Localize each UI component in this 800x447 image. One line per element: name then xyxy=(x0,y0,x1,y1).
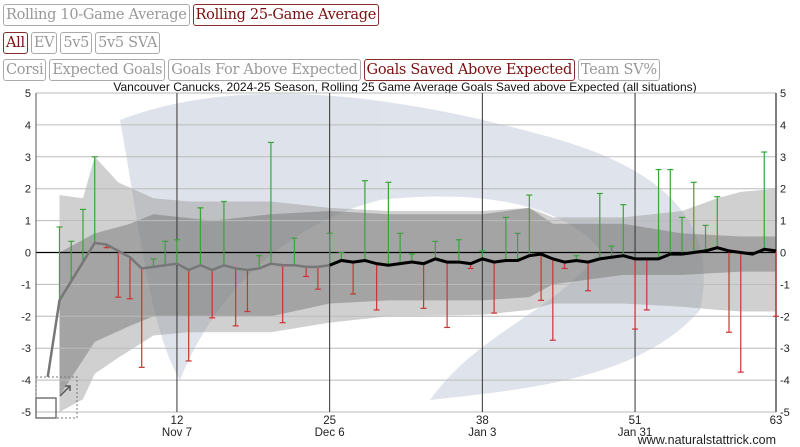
y-tick-right: 2 xyxy=(780,184,786,196)
y-tick-left: 0 xyxy=(25,248,31,260)
x-tick-date: Jan 31 xyxy=(618,427,653,439)
y-tick-right: -4 xyxy=(780,375,790,387)
x-tick-date: Dec 6 xyxy=(315,427,345,439)
rolling-avg-partial-line xyxy=(46,241,330,378)
rolling-25-button[interactable]: Rolling 25-Game Average xyxy=(192,4,380,26)
chart-title: Vancouver Canucks, 2024-25 Season, Rolli… xyxy=(113,80,696,94)
y-tick-right: 4 xyxy=(780,120,786,132)
rolling-10-button[interactable]: Rolling 10-Game Average xyxy=(3,4,190,26)
x-tick-game: 38 xyxy=(476,415,489,427)
x-tick-game: 12 xyxy=(171,415,184,427)
situation-all-button[interactable]: All xyxy=(3,32,28,54)
metric-xg-button[interactable]: Expected Goals xyxy=(49,59,166,81)
metric-team-sv-button[interactable]: Team SV% xyxy=(577,59,660,81)
x-tick-game: 63 xyxy=(770,415,783,427)
footer-credit: www.naturalstattrick.com xyxy=(637,433,776,447)
y-tick-left: -4 xyxy=(21,375,31,387)
situation-5v5-button[interactable]: 5v5 xyxy=(60,32,93,54)
metric-corsi-button[interactable]: Corsi xyxy=(3,59,47,81)
y-tick-left: -5 xyxy=(21,407,31,419)
situation-ev-button[interactable]: EV xyxy=(30,32,58,54)
x-tick-game: 25 xyxy=(323,415,336,427)
confidence-band-inner xyxy=(59,207,776,397)
y-tick-left: 4 xyxy=(25,120,31,132)
y-tick-left: -3 xyxy=(21,343,31,355)
y-tick-right: -1 xyxy=(780,279,790,291)
y-tick-left: 5 xyxy=(25,88,31,100)
gsax-chart: Vancouver Canucks, 2024-25 Season, Rolli… xyxy=(21,80,790,447)
window-buttons: Rolling 10-Game Average Rolling 25-Game … xyxy=(3,4,380,26)
zoom-reset-icon[interactable] xyxy=(35,376,78,419)
x-tick-date: Jan 3 xyxy=(468,427,496,439)
y-tick-left: 2 xyxy=(25,184,31,196)
x-tick-game: 51 xyxy=(629,415,642,427)
situation-5v5-sva-button[interactable]: 5v5 SVA xyxy=(95,32,161,54)
y-tick-left: 1 xyxy=(25,216,31,228)
metric-gsax-button[interactable]: Goals Saved Above Expected xyxy=(363,59,575,81)
metric-buttons: Corsi Expected Goals Goals For Above Exp… xyxy=(3,59,660,81)
y-tick-left: 3 xyxy=(25,152,31,164)
y-tick-right: 5 xyxy=(780,88,786,100)
y-tick-left: -1 xyxy=(21,279,31,291)
metric-gfax-button[interactable]: Goals For Above Expected xyxy=(168,59,361,81)
logo-watermark xyxy=(120,93,704,400)
rolling-avg-line xyxy=(329,246,777,267)
situation-buttons: All EV 5v5 5v5 SVA xyxy=(3,32,161,54)
y-tick-right: -5 xyxy=(780,407,790,419)
y-tick-right: 1 xyxy=(780,216,786,228)
x-tick-date: Nov 7 xyxy=(162,427,192,439)
y-tick-right: 0 xyxy=(780,248,786,260)
y-tick-left: -2 xyxy=(21,311,31,323)
y-tick-right: -3 xyxy=(780,343,790,355)
y-tick-right: -2 xyxy=(780,311,790,323)
y-tick-right: 3 xyxy=(780,152,786,164)
